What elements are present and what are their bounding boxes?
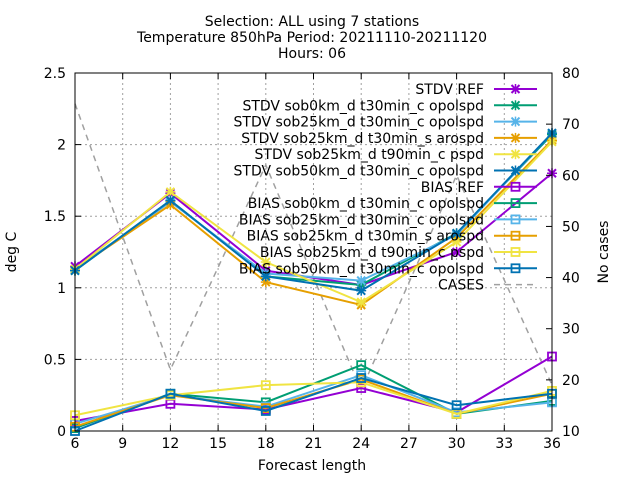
y2-tick-label: 10	[562, 424, 580, 440]
legend-marker	[510, 100, 521, 111]
x-tick-label: 27	[400, 436, 418, 452]
data-point-4	[260, 257, 271, 268]
legend-label: BIAS REF	[421, 180, 484, 196]
legend-marker	[510, 116, 521, 127]
data-point-11	[356, 373, 367, 383]
legend-label: BIAS sob25km_d t90min_c pspd	[260, 245, 484, 261]
legend-label: CASES	[438, 278, 484, 294]
legend-label: STDV sob25km_d t30min_s arospd	[241, 131, 484, 147]
y-tick-label: 1	[57, 281, 66, 297]
data-point-11	[165, 388, 176, 399]
data-point-5	[165, 195, 176, 206]
legend-label: STDV sob25km_d t90min_c pspd	[255, 147, 484, 163]
x-tick-label: 24	[352, 436, 370, 452]
axes: 6 9 12 15 18 21 24 27 30 33 36 0 0.5 1 1.5 2 2.5 10 20 30 40…	[44, 66, 580, 452]
y2-tick-label: 60	[562, 168, 580, 184]
y2-axis-label: No cases	[596, 221, 612, 284]
data-point-0	[451, 247, 462, 257]
legend-marker	[510, 214, 521, 225]
data-point-7	[356, 360, 367, 371]
series-line-11	[74, 376, 553, 432]
legend-label: BIAS sob25km_d t30min_c opolspd	[239, 212, 484, 228]
data-point-2	[356, 275, 367, 286]
legend-label: BIAS sob25km_d t30min_s arospd	[247, 229, 484, 245]
legend-marker	[510, 263, 521, 274]
y-tick-label: 2.5	[44, 66, 66, 82]
legend-marker	[510, 198, 521, 209]
legend-label: STDV sob25km_d t30min_c opolspd	[234, 115, 484, 131]
x-tick-label: 15	[209, 436, 227, 452]
data-point-5	[356, 285, 367, 296]
legend-marker	[510, 247, 521, 257]
y2-tick-label: 40	[562, 271, 580, 287]
x-axis-label: Forecast length	[258, 458, 366, 474]
data-point-11	[260, 406, 271, 416]
series-line-10	[74, 381, 553, 417]
y2-tick-label: 30	[562, 322, 580, 338]
x-tick-label: 30	[448, 436, 466, 452]
y-axis-label: deg C	[4, 231, 20, 272]
data-point-11	[451, 400, 462, 411]
x-tick-label: 21	[305, 436, 323, 452]
x-tick-label: 12	[161, 436, 179, 452]
legend-marker	[510, 230, 521, 241]
y-tick-label: 1.5	[44, 209, 66, 225]
y2-tick-label: 20	[562, 373, 580, 389]
legend-marker	[510, 84, 521, 94]
x-tick-label: 6	[71, 436, 80, 452]
data-point-5	[260, 271, 271, 282]
x-tick-label: 33	[495, 436, 513, 452]
legend-marker	[510, 165, 521, 176]
y2-tick-label: 70	[562, 117, 580, 133]
data-point-4	[165, 186, 176, 197]
legend-marker	[510, 132, 521, 143]
title-line-2: Temperature 850hPa Period: 20211110-2021…	[136, 30, 487, 46]
y-tick-label: 0	[57, 424, 66, 440]
data-point-5	[451, 228, 462, 239]
legend-label: STDV sob0km_d t30min_c opolspd	[242, 98, 484, 114]
title-line-3: Hours: 06	[278, 46, 346, 62]
y2-tick-label: 50	[562, 219, 580, 235]
series-line-4	[74, 141, 553, 304]
y2-tick-label: 80	[562, 66, 580, 82]
legend-marker	[510, 181, 521, 192]
data-point-10	[260, 380, 271, 391]
series-line-5	[74, 132, 553, 292]
series-line-3	[74, 139, 553, 307]
legend-label: STDV REF	[415, 82, 484, 98]
legend-label: STDV sob50km_d t30min_c opolspd	[234, 164, 484, 180]
data-point-4	[451, 236, 462, 247]
legend-label: BIAS sob0km_d t30min_c opolspd	[248, 196, 484, 212]
x-tick-label: 18	[257, 436, 275, 452]
legend-marker	[510, 149, 521, 160]
y-tick-label: 0.5	[44, 352, 66, 368]
x-tick-label: 36	[543, 436, 561, 452]
legend-label: BIAS sob50km_d t30min_c opolspd	[239, 261, 484, 277]
y-tick-label: 2	[57, 138, 66, 154]
title-line-1: Selection: ALL using 7 stations	[205, 14, 419, 30]
data-point-4	[356, 297, 367, 308]
x-tick-label: 9	[118, 436, 127, 452]
